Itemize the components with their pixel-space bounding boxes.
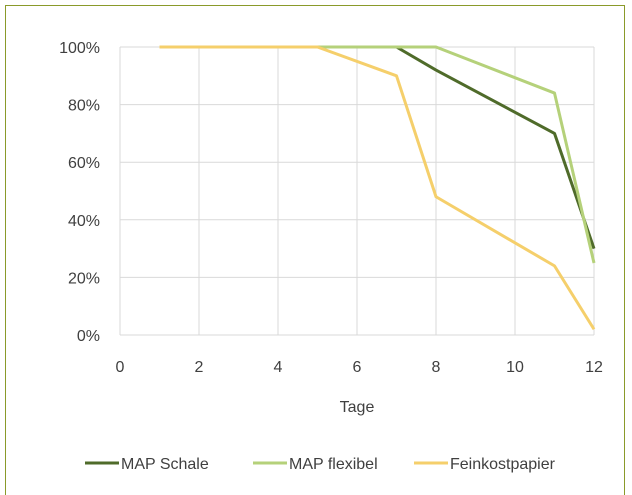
x-tick-label: 12 (585, 359, 603, 376)
series-line-1 (159, 45, 596, 250)
y-tick-label: 0% (77, 328, 100, 345)
series-line-3 (159, 45, 596, 331)
x-axis-title: Tage (340, 399, 375, 416)
legend: MAP Schale MAP flexibel Feinkostpapier (85, 456, 556, 473)
y-tick-label: 100% (59, 40, 100, 57)
y-tick-label: 40% (68, 213, 100, 230)
legend-label: MAP flexibel (289, 456, 378, 473)
y-tick-label: 60% (68, 155, 100, 172)
legend-label: Feinkostpapier (450, 456, 556, 473)
y-axis-ticks: 0% 20% 40% 60% 80% 100% (59, 40, 100, 345)
x-tick-label: 6 (353, 359, 362, 376)
y-tick-label: 20% (68, 270, 100, 287)
x-tick-label: 2 (195, 359, 204, 376)
series-lines (159, 45, 596, 331)
x-axis-ticks: 0 2 4 6 8 10 12 (116, 359, 603, 376)
x-tick-label: 4 (274, 359, 283, 376)
x-tick-label: 10 (506, 359, 524, 376)
x-tick-label: 0 (116, 359, 125, 376)
series-line-2 (159, 45, 596, 264)
y-tick-label: 80% (68, 98, 100, 115)
grid-lines (119, 46, 595, 336)
x-tick-label: 8 (432, 359, 441, 376)
legend-label: MAP Schale (121, 456, 209, 473)
chart-frame (5, 5, 625, 495)
